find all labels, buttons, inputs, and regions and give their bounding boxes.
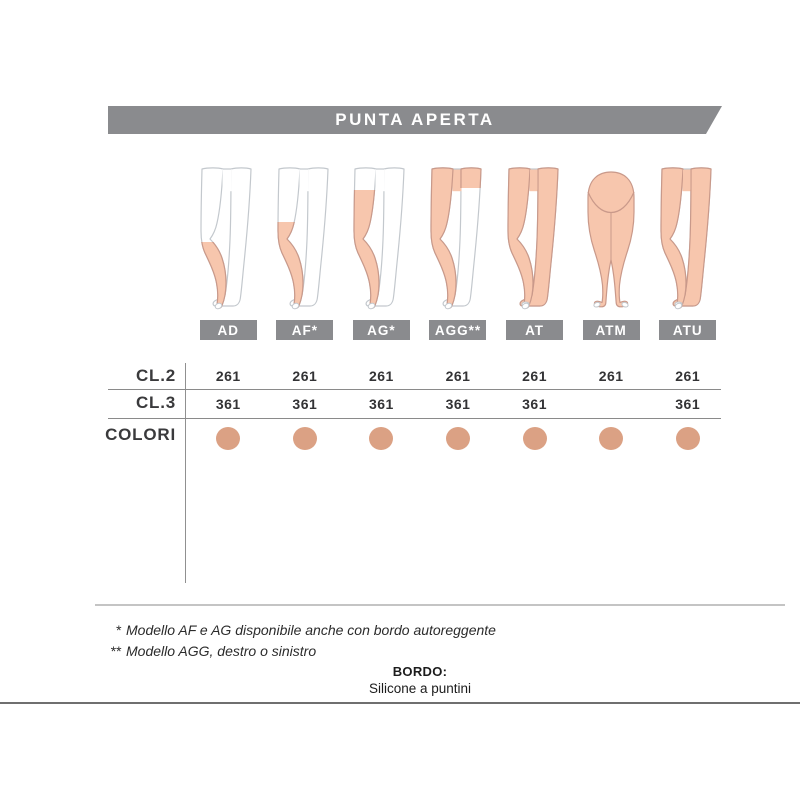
- leg-illustration-AGG: [430, 167, 482, 310]
- cell-cl3-AG: 361: [368, 395, 394, 412]
- color-cell-AGG: [420, 420, 497, 456]
- row-label-cl3: CL.3: [135, 393, 176, 412]
- section-title: PUNTA APERTA: [335, 110, 495, 129]
- color-cell-AG: [343, 420, 420, 456]
- leg-illustration-AF: [277, 167, 329, 310]
- cell-cl2-AGG: 261: [445, 367, 471, 384]
- color-dot-AGG: [445, 426, 470, 450]
- cell-cl2-ATM: 261: [598, 367, 624, 384]
- model-label-ATU: ATU: [659, 320, 717, 340]
- table-row-labels: CL.2 CL.3 COLORI: [90, 362, 176, 453]
- figure-cell-AT: [496, 166, 573, 312]
- row-label-cl2: CL.2: [135, 365, 176, 385]
- table-row-cl3: 361 361 361 361 361 361: [190, 390, 726, 417]
- footnotes: * Modello AF e AG disponibile anche con b…: [100, 620, 496, 662]
- figure-cell-AD: [190, 166, 267, 312]
- color-dot-AT: [522, 426, 547, 450]
- leg-illustration-AG: [353, 167, 406, 310]
- model-label-AT: AT: [506, 320, 564, 340]
- figure-cell-AF: [267, 166, 344, 312]
- table-divider-2: [108, 418, 721, 419]
- table-vertical-divider: [185, 363, 186, 583]
- color-dot-AD: [216, 426, 241, 450]
- model-badge-cell-AT: AT: [496, 320, 573, 340]
- page-bottom-rule: [0, 702, 800, 704]
- cell-cl2-AT: 261: [522, 367, 547, 384]
- cell-cl3-AT: 361: [522, 395, 547, 412]
- color-cell-ATM: [573, 420, 650, 456]
- table-row-cl2: 261 261 261 261 261 261 261: [190, 362, 726, 389]
- cell-cl3-ATU: 361: [675, 395, 701, 412]
- model-label-AF: AF*: [276, 320, 334, 340]
- bordo-subtitle: Silicone a puntini: [368, 681, 472, 696]
- figure-cell-ATM: [573, 166, 650, 312]
- cell-cl3-AD: 361: [215, 395, 241, 412]
- bordo-note: BORDO: Silicone a puntini: [40, 664, 800, 697]
- model-badge-cell-AG: AG*: [343, 320, 420, 340]
- footnote-1: * Modello AF e AG disponibile anche con b…: [100, 620, 496, 641]
- model-badge-cell-AGG: AGG**: [420, 320, 497, 340]
- footnote-marker-2: **: [110, 643, 121, 659]
- cell-cl3-AGG: 361: [445, 395, 471, 412]
- figure-cell-AGG: [420, 166, 497, 312]
- bordo-title: BORDO:: [392, 664, 448, 679]
- color-dot-ATM: [599, 426, 624, 450]
- cell-cl2-AG: 261: [368, 367, 394, 384]
- color-dot-ATU: [675, 426, 700, 450]
- leg-figures-row: [190, 166, 726, 312]
- color-dot-AG: [369, 426, 394, 450]
- color-dot-AF: [292, 426, 317, 450]
- color-cell-ATU: [649, 420, 726, 456]
- model-label-AG: AG*: [352, 320, 410, 340]
- footnote-2: ** Modello AGG, destro o sinistro: [100, 641, 496, 662]
- cell-cl3-AF: 361: [292, 395, 318, 412]
- footnote-marker-1: *: [115, 622, 121, 638]
- footnote-text-2: Modello AGG, destro o sinistro: [126, 643, 317, 659]
- leg-illustration-AD: [200, 167, 252, 310]
- cell-cl2-ATU: 261: [675, 367, 701, 384]
- cell-cl2-AF: 261: [292, 367, 318, 384]
- cell-cl3-ATM: [573, 390, 650, 417]
- color-cell-AF: [267, 420, 344, 456]
- leg-illustration-AT: [506, 167, 559, 310]
- leg-illustration-ATU: [660, 167, 712, 310]
- leg-illustration-ATM: [587, 171, 635, 308]
- table-row-colori: [190, 420, 726, 456]
- row-label-colori: COLORI: [105, 425, 176, 444]
- model-label-AGG: AGG**: [429, 320, 487, 340]
- cell-cl2-AD: 261: [215, 367, 241, 384]
- model-label-AD: AD: [199, 320, 257, 340]
- color-cell-AT: [496, 420, 573, 456]
- separator-line: [95, 604, 785, 606]
- model-label-ATM: ATM: [582, 320, 640, 340]
- color-cell-AD: [190, 420, 267, 456]
- model-labels-row: AD AF* AG* AGG** AT ATM ATU: [190, 320, 726, 340]
- footnote-text-1: Modello AF e AG disponibile anche con bo…: [126, 622, 496, 638]
- table-divider-1: [108, 389, 721, 390]
- model-badge-cell-AF: AF*: [267, 320, 344, 340]
- figure-cell-ATU: [649, 166, 726, 312]
- model-badge-cell-AD: AD: [190, 320, 267, 340]
- figure-cell-AG: [343, 166, 420, 312]
- model-badge-cell-ATU: ATU: [649, 320, 726, 340]
- model-badge-cell-ATM: ATM: [573, 320, 650, 340]
- section-banner: PUNTA APERTA: [108, 106, 722, 134]
